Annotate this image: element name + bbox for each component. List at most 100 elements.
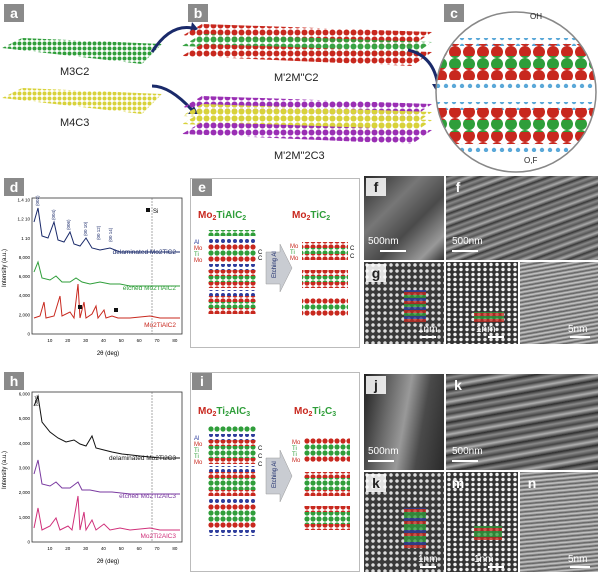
- d-peak-5: (00 14): [108, 227, 113, 242]
- scale-text-g3: 5nm: [568, 324, 588, 335]
- scale-text-f2: 500nm: [452, 236, 483, 247]
- d-peak-3: (00 10): [83, 221, 88, 236]
- h-y-tick-1: 5,000: [19, 416, 31, 421]
- d-y-tick-1: 1.2 10: [17, 217, 30, 222]
- stem-overlay-k2: [404, 508, 426, 548]
- e-lbl-al: Al: [194, 240, 199, 246]
- svg-text:Mo2TiAlC2: Mo2TiAlC2: [198, 210, 246, 222]
- i-lbl-mo1: Mo: [194, 442, 203, 448]
- scale-text-g: 1nm: [418, 324, 438, 335]
- panel-label-d: d: [4, 178, 24, 196]
- scale-text-n: 5nm: [568, 554, 588, 565]
- panel-label-b: b: [188, 4, 208, 22]
- h-y-tick-2: 4,000: [19, 441, 31, 446]
- e-right-title-a: Mo: [292, 210, 306, 221]
- scale-text-g2: 1nm: [476, 324, 496, 335]
- i-right-title-d: 2: [321, 411, 325, 418]
- i-r-lbl-ti2: Ti: [292, 452, 297, 458]
- of-label: O,F: [524, 156, 538, 165]
- svg-text:Mo2Ti2C3: Mo2Ti2C3: [294, 406, 336, 418]
- panel-label-k: k: [454, 377, 462, 393]
- m4c3-label: M4C3: [60, 117, 90, 129]
- m2mc2-label: M'2M"C2: [274, 72, 319, 84]
- scalebar-n: [570, 566, 590, 568]
- e-left-title-c: TiAlC: [216, 210, 242, 221]
- e-lbl-mo2: Mo: [194, 258, 203, 264]
- e-lbl-c2: C: [258, 256, 263, 262]
- e-r-lbl-c1: C: [350, 246, 355, 252]
- d-y-tick-4: 6,000: [19, 274, 31, 279]
- h-y-tick-0: 6,000: [19, 392, 31, 397]
- mxene-terminated-circle: [435, 11, 597, 173]
- sem-image-k: [446, 374, 598, 470]
- panel-label-k2: k: [366, 474, 386, 492]
- panel-label-e: e: [192, 178, 212, 196]
- d-label-delaminated: delaminated Mo2TiC2: [113, 249, 177, 256]
- h-y-tick-3: 3,000: [19, 466, 31, 471]
- d-y-tick-7: 0: [27, 332, 30, 337]
- i-lbl-c2: C: [258, 454, 263, 460]
- xrd-chart-h: Intensity (a.u.) 2θ (deg) 6,000 5,000 4,00…: [2, 392, 183, 565]
- h-x-tick-4: 50: [119, 546, 125, 551]
- h-peak-0: (002): [34, 395, 39, 406]
- i-r-lbl-mo1: Mo: [292, 440, 301, 446]
- svg-text:Mo2Ti2AlC3: Mo2Ti2AlC3: [198, 406, 250, 418]
- d-y-tick-3: 8,000: [19, 255, 31, 260]
- stem-image-g3: [520, 262, 598, 344]
- sem-image-f2: [446, 176, 598, 260]
- i-left-title-c: Ti: [216, 406, 225, 417]
- h-y-tick-5: 1,000: [19, 515, 31, 520]
- xrd-chart-d: Intensity (a.u.) 2θ (deg) 1.4 10 1.2 10 1 …: [2, 195, 183, 357]
- i-r-lbl-ti1: Ti: [292, 446, 297, 452]
- e-left-title-a: Mo: [198, 210, 212, 221]
- svg-text:Mo2TiC2: Mo2TiC2: [292, 210, 330, 222]
- oh-label: OH: [530, 12, 542, 21]
- m3c2-structure: [2, 38, 162, 64]
- e-r-lbl-mo2: Mo: [290, 256, 299, 262]
- h-x-tick-6: 70: [154, 546, 160, 551]
- d-trace-etched: [33, 260, 180, 287]
- e-left-title-b: 2: [212, 215, 216, 222]
- panel-label-m: m: [451, 475, 465, 491]
- d-peak-1: (004): [51, 209, 56, 220]
- d-y-tick-6: 2,000: [19, 312, 31, 317]
- stem-image-n: [520, 472, 598, 572]
- d-x-tick-2: 30: [83, 338, 89, 343]
- e-right-title-c: TiC: [310, 210, 326, 221]
- panel-e-frame: [190, 178, 360, 348]
- i-right-title-e: C: [325, 406, 332, 417]
- scale-text-k: 500nm: [452, 446, 483, 457]
- d-legend-si: Si: [153, 209, 158, 215]
- d-peak-2: (006): [66, 219, 71, 230]
- h-trace-etched: [33, 459, 180, 495]
- scalebar-m: [488, 566, 504, 568]
- d-label-etched: etched Mo2TiAlC2: [123, 285, 177, 292]
- m4c3-structure: [2, 88, 162, 114]
- h-trace-parent: [33, 495, 180, 532]
- d-label-parent: Mo2TiAlC2: [144, 322, 176, 329]
- scalebar-g: [420, 336, 436, 338]
- i-left-title-e: AlC: [229, 406, 246, 417]
- i-right-title-a: Mo: [294, 406, 308, 417]
- i-lbl-mo2: Mo: [194, 460, 203, 466]
- d-xlabel: 2θ (deg): [97, 351, 119, 357]
- i-lbl-c1: C: [258, 446, 263, 452]
- i-lbl-c3: C: [258, 462, 263, 468]
- e-lbl-ti: Ti: [194, 252, 199, 258]
- d-peak-0: (002): [35, 195, 40, 206]
- e-right-title-d: 2: [326, 215, 330, 222]
- scalebar-g2: [488, 336, 504, 338]
- e-right-title-b: 2: [306, 215, 310, 222]
- panel-i-frame: [190, 372, 360, 572]
- schematic-e: Mo2TiAlC2 Mo2TiC2 Al Mo Ti Mo C C Etchin…: [194, 210, 355, 316]
- m3c2-label: M3C2: [60, 66, 90, 78]
- d-x-tick-5: 60: [137, 338, 143, 343]
- h-ylabel: Intensity (a.u.): [2, 451, 8, 489]
- i-lbl-ti2: Ti: [194, 454, 199, 460]
- h-xlabel: 2θ (deg): [97, 559, 119, 565]
- d-y-tick-5: 4,000: [19, 293, 31, 298]
- d-x-tick-4: 50: [119, 338, 125, 343]
- panel-label-j: j: [366, 376, 386, 394]
- e-r-lbl-ti: Ti: [290, 250, 295, 256]
- h-label-delaminated: delaminated Mo2Ti2C3: [109, 455, 176, 462]
